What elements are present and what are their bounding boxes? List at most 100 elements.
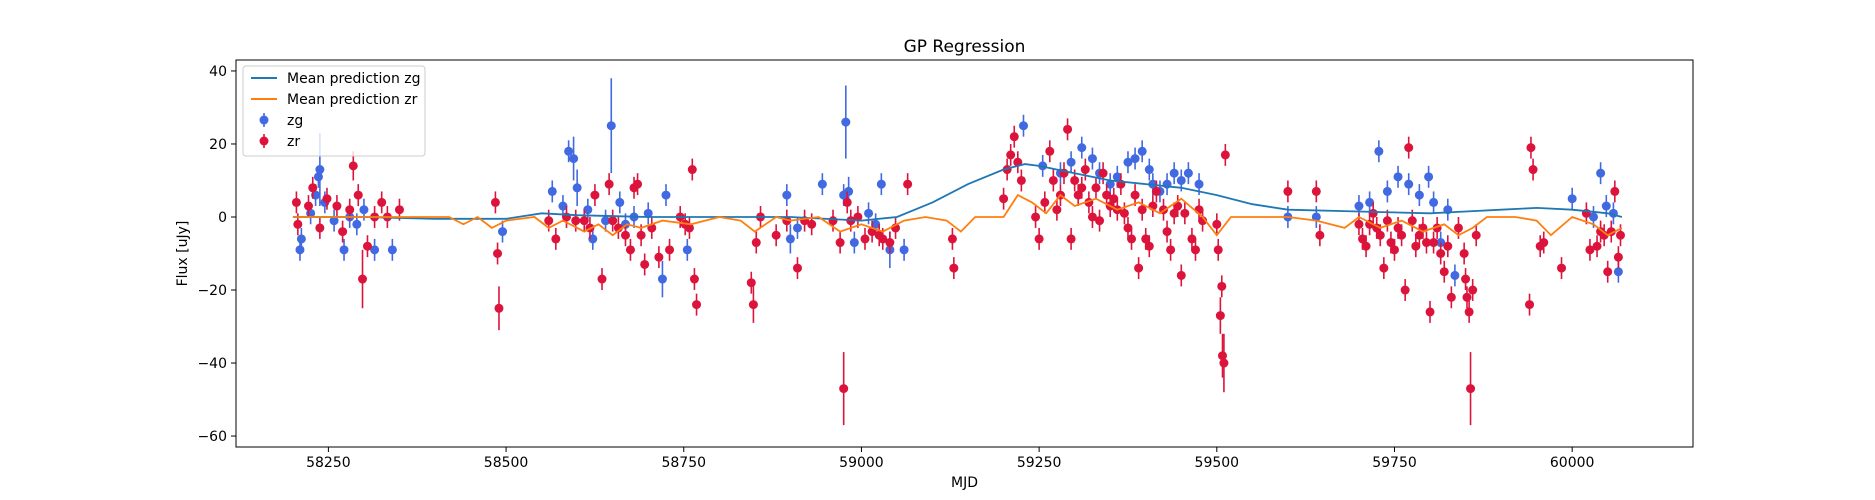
data-point-zr <box>1187 234 1197 244</box>
data-point-zr <box>394 205 404 215</box>
data-point-zg <box>817 179 827 189</box>
data-point-zr <box>1557 263 1567 273</box>
legend-label: Mean prediction zg <box>287 71 421 87</box>
data-point-zr <box>1386 238 1396 248</box>
data-point-zr <box>807 219 817 229</box>
data-point-zr <box>604 179 614 189</box>
data-point-zr <box>1464 307 1474 317</box>
data-point-zg <box>1414 190 1424 200</box>
data-point-zg <box>657 274 667 284</box>
y-axis-label: Flux [uJy] <box>175 221 191 287</box>
data-point-zr <box>999 194 1009 204</box>
data-point-zr <box>1592 241 1602 251</box>
data-point-zr <box>1095 216 1105 226</box>
data-point-zg <box>329 216 339 226</box>
data-point-zr <box>1098 168 1108 178</box>
data-point-zr <box>1443 241 1453 251</box>
data-point-zg <box>1429 197 1439 207</box>
data-point-zg <box>844 186 854 196</box>
data-point-zg <box>1194 179 1204 189</box>
data-point-zr <box>903 179 913 189</box>
data-point-zr <box>620 230 630 240</box>
data-point-zr <box>1220 150 1230 160</box>
data-point-zr <box>353 190 363 200</box>
data-point-zr <box>303 201 313 211</box>
y-tick-label: 20 <box>209 137 227 153</box>
data-point-zr <box>291 197 301 207</box>
data-point-zr <box>1421 238 1431 248</box>
data-point-zr <box>1471 230 1481 240</box>
data-point-zr <box>1400 285 1410 295</box>
data-point-zr <box>1585 245 1595 255</box>
data-point-zr <box>1466 384 1476 394</box>
data-point-zr <box>1613 252 1623 262</box>
data-point-zg <box>1613 267 1623 277</box>
data-point-zg <box>1176 175 1186 185</box>
data-point-zr <box>1077 183 1087 193</box>
data-point-zr <box>1389 245 1399 255</box>
data-point-zr <box>1539 238 1549 248</box>
data-point-zg <box>1601 201 1611 211</box>
data-point-zr <box>1528 165 1538 175</box>
data-point-zr <box>1151 186 1161 196</box>
data-point-zr <box>625 245 635 255</box>
plot-area <box>291 78 1626 426</box>
data-point-zr <box>377 197 387 207</box>
x-tick-label: 58250 <box>306 455 351 471</box>
data-point-zr <box>1102 190 1112 200</box>
data-point-zr <box>853 212 863 222</box>
chart-title: GP Regression <box>904 37 1026 57</box>
data-point-zg <box>1596 168 1606 178</box>
data-point-zr <box>633 179 643 189</box>
x-tick-label: 59250 <box>1017 455 1062 471</box>
x-axis-label: MJD <box>951 475 978 491</box>
y-tick-label: 40 <box>209 64 227 80</box>
data-point-zr <box>1123 223 1133 233</box>
data-point-zr <box>348 161 358 171</box>
data-point-zg <box>1087 154 1097 164</box>
data-point-zg <box>547 186 557 196</box>
data-point-zr <box>636 230 646 240</box>
data-point-zg <box>498 227 508 237</box>
data-point-zr <box>1052 205 1062 215</box>
data-point-zr <box>490 197 500 207</box>
data-point-zg <box>1077 143 1087 153</box>
data-point-zr <box>878 234 888 244</box>
data-point-zg <box>1137 146 1147 156</box>
line-mean-prediction-zr <box>292 193 1623 237</box>
data-point-zr <box>571 216 581 226</box>
y-tick-label: −60 <box>197 429 227 445</box>
data-point-zg <box>876 179 886 189</box>
data-point-zg <box>1066 157 1076 167</box>
legend-label: zr <box>287 134 300 150</box>
data-point-zr <box>1358 234 1368 244</box>
data-point-zr <box>885 238 895 248</box>
data-point-zr <box>1462 292 1472 302</box>
data-point-zr <box>1393 223 1403 233</box>
data-point-zr <box>1616 230 1626 240</box>
data-point-zr <box>1429 238 1439 248</box>
data-point-zr <box>1091 183 1101 193</box>
data-point-zr <box>1212 219 1222 229</box>
data-point-zg <box>1130 154 1140 164</box>
data-point-zg <box>1354 201 1364 211</box>
data-point-zr <box>1468 285 1478 295</box>
legend-box <box>242 65 426 157</box>
data-point-zr <box>332 201 342 211</box>
y-tick-label: −20 <box>197 283 227 299</box>
data-point-zr <box>1311 186 1321 196</box>
data-point-zr <box>1127 234 1137 244</box>
data-point-zr <box>1354 219 1364 229</box>
data-point-zr <box>1141 234 1151 244</box>
data-point-zr <box>1382 216 1392 226</box>
data-point-zr <box>1166 245 1176 255</box>
data-point-zg <box>558 201 568 211</box>
data-point-zg <box>606 121 616 131</box>
data-point-zg <box>1404 179 1414 189</box>
data-point-zr <box>1446 292 1456 302</box>
data-point-zr <box>1219 358 1229 368</box>
data-point-zr <box>1439 267 1449 277</box>
data-point-zg <box>296 234 306 244</box>
x-tick-label: 58500 <box>484 455 529 471</box>
